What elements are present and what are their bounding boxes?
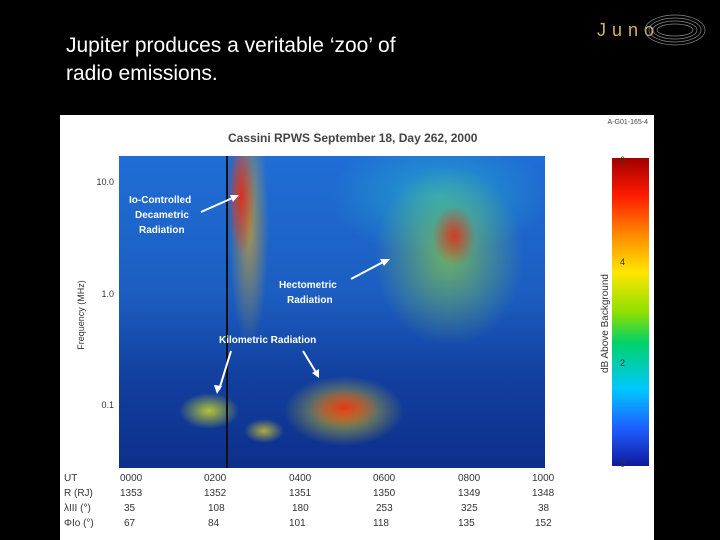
table-row-lambda-label: λIII (°) <box>64 503 91 514</box>
table-cell: 1352 <box>204 488 227 499</box>
annot-hecto-line2: Radiation <box>287 295 333 306</box>
figure-title: Cassini RPWS September 18, Day 262, 2000 <box>228 131 478 145</box>
table-cell: 84 <box>208 518 220 529</box>
table-cell: 0600 <box>373 473 396 484</box>
table-row-r-label: R (RJ) <box>64 488 93 499</box>
ytick-10: 10.0 <box>96 177 114 187</box>
arrowhead-kilo-1 <box>214 385 222 394</box>
table-cell: 180 <box>292 503 309 514</box>
logo-orbit-icon <box>644 14 706 46</box>
table-cell: 135 <box>458 518 475 529</box>
ytick-0.1: 0.1 <box>101 400 114 410</box>
colorbar <box>612 158 650 468</box>
table-cell: 325 <box>461 503 478 514</box>
table-cell: 0800 <box>458 473 481 484</box>
table-cell: 108 <box>208 503 225 514</box>
arrow-hecto <box>350 259 388 280</box>
table-cell: 152 <box>535 518 552 529</box>
slide-title-line2: radio emissions. <box>66 62 218 85</box>
arrowhead-kilo-2 <box>312 369 319 378</box>
arrow-io <box>200 195 238 213</box>
table-cell: 1349 <box>458 488 481 499</box>
figure-id: A-G01-165-4 <box>607 119 648 126</box>
plot-overlay: Io-Controlled Decametric Radiation Hecto… <box>129 156 390 468</box>
table-cell: 1000 <box>532 473 555 484</box>
slide-title: Jupiter produces a veritable ‘zoo’ of ra… <box>66 32 506 88</box>
arrow-kilo-1 <box>218 350 232 391</box>
table-row-phi-label: ΦIo (°) <box>64 518 94 529</box>
table-cell: 1353 <box>120 488 143 499</box>
spectrogram-plot: Io-Controlled Decametric Radiation Hecto… <box>119 156 545 468</box>
annot-io-line2: Decametric <box>135 210 189 221</box>
juno-logo: Juno <box>593 12 708 50</box>
data-table: UT R (RJ) λIII (°) ΦIo (°) 0000 0200 040… <box>64 473 555 529</box>
arrow-kilo-2 <box>302 350 318 375</box>
table-cell: 1351 <box>289 488 312 499</box>
axes-layer: Frequency (MHz) 10.0 1.0 0.1 UT R (RJ) λ… <box>64 177 555 529</box>
ytick-1: 1.0 <box>101 289 114 299</box>
table-cell: 1348 <box>532 488 555 499</box>
annot-kilo: Kilometric Radiation <box>219 335 316 346</box>
table-cell: 1350 <box>373 488 396 499</box>
slide-title-line1: Jupiter produces a veritable ‘zoo’ of <box>66 34 396 57</box>
annot-io-line1: Io-Controlled <box>129 195 191 206</box>
table-cell: 0200 <box>204 473 227 484</box>
table-cell: 35 <box>124 503 136 514</box>
colorbar-label: dB Above Background <box>600 274 611 373</box>
y-axis-label: Frequency (MHz) <box>76 280 86 350</box>
arrowhead-io <box>230 195 239 202</box>
table-cell: 67 <box>124 518 136 529</box>
table-cell: 253 <box>376 503 393 514</box>
table-cell: 118 <box>373 518 389 529</box>
annot-hecto-line1: Hectometric <box>279 280 337 291</box>
table-cell: 38 <box>538 503 550 514</box>
colorbar-gradient <box>612 158 649 466</box>
table-cell: 0400 <box>289 473 312 484</box>
logo-text: Juno <box>597 20 661 40</box>
table-cell: 0000 <box>120 473 143 484</box>
spectrogram-figure: A-G01-165-4 Cassini RPWS September 18, D… <box>60 115 654 540</box>
table-cell: 101 <box>289 518 306 529</box>
arrowhead-hecto <box>380 259 390 266</box>
table-row-ut-label: UT <box>64 473 77 484</box>
annot-io-line3: Radiation <box>139 225 185 236</box>
